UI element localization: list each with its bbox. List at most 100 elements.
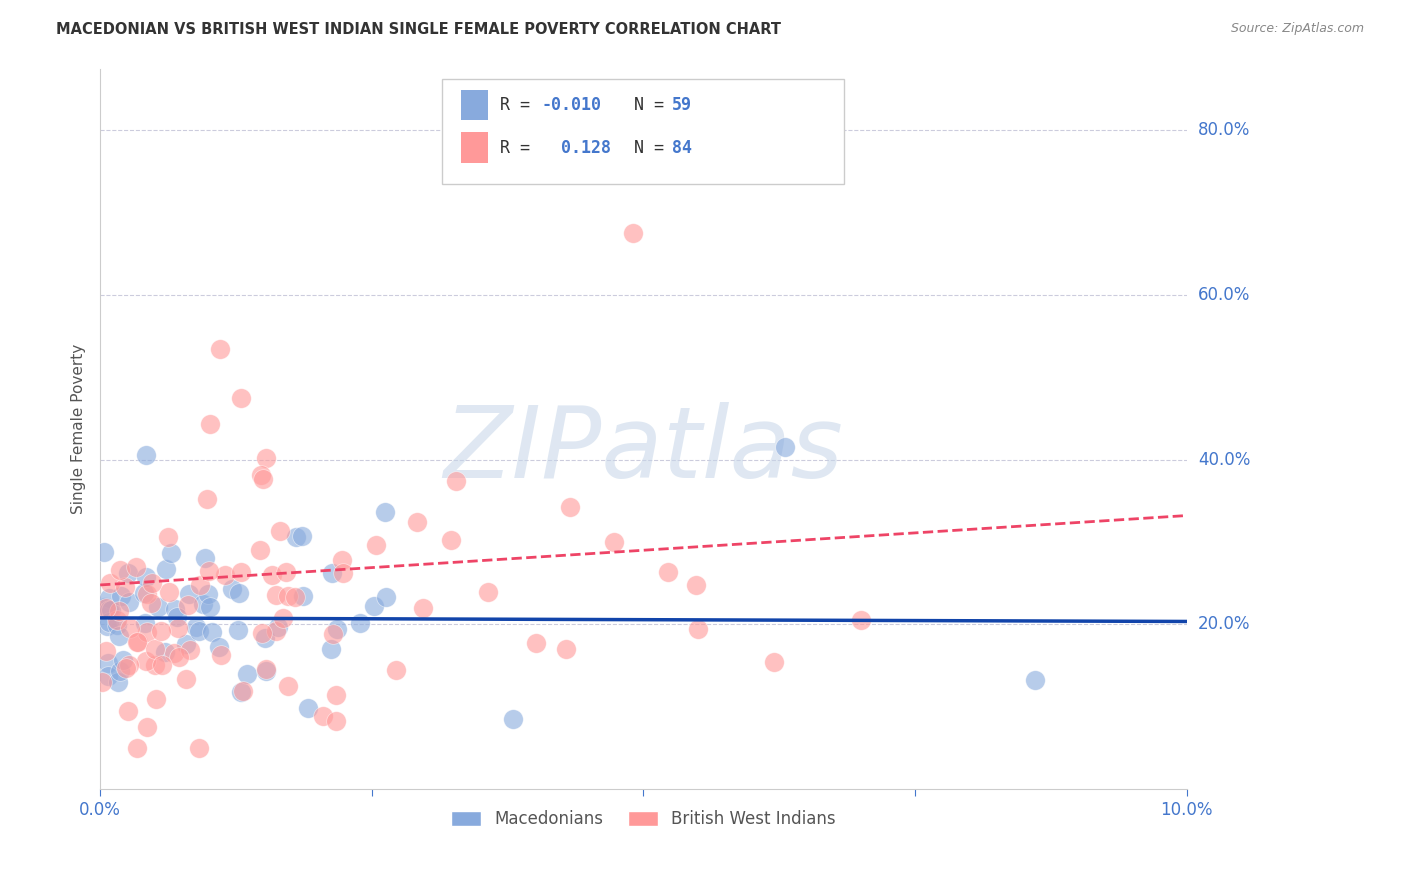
Point [322,626,344,640]
Point [332,566,354,580]
Point [277,589,299,603]
Point [94,644,117,658]
Point [98,615,121,629]
Point [330,553,353,567]
Point [321,566,343,580]
Text: N =: N = [614,138,673,157]
Point [110,589,132,603]
Point [111,653,134,667]
Point [236,667,259,681]
Point [135,587,157,601]
Point [187,624,209,638]
Point [146,600,169,615]
Point [291,589,314,603]
Legend: Macedonians, British West Indians: Macedonians, British West Indians [444,804,842,835]
Point [221,582,243,596]
Point [135,448,157,462]
Point [179,642,201,657]
Point [232,684,254,698]
Point [197,587,219,601]
Point [174,637,197,651]
Point [266,620,288,634]
Point [250,467,273,482]
Point [762,655,785,669]
Point [208,640,231,655]
Point [120,621,142,635]
Point [107,675,129,690]
Point [200,417,222,432]
Point [155,561,177,575]
Point [363,599,385,613]
Point [252,472,274,486]
Point [114,661,136,675]
Text: 80.0%: 80.0% [1198,121,1250,139]
Text: 84: 84 [672,138,692,157]
Point [276,565,298,579]
Point [319,642,342,657]
Point [177,598,200,612]
Point [135,570,157,584]
Point [96,619,118,633]
Point [149,624,172,638]
Point [90,674,112,689]
Point [127,634,149,648]
Point [98,575,121,590]
Point [107,604,129,618]
Text: MACEDONIAN VS BRITISH WEST INDIAN SINGLE FEMALE POVERTY CORRELATION CHART: MACEDONIAN VS BRITISH WEST INDIAN SINGLE… [56,22,782,37]
Point [100,603,122,617]
Text: 59: 59 [672,95,692,114]
Point [166,610,188,624]
Point [96,656,118,670]
Point [226,624,249,638]
Point [254,450,277,465]
Text: 40.0%: 40.0% [1198,450,1250,469]
Point [118,657,141,672]
Point [297,701,319,715]
Point [110,664,132,678]
Point [555,642,578,657]
Point [166,622,188,636]
Point [201,624,224,639]
Point [325,714,347,728]
Point [477,585,499,599]
Point [385,663,408,677]
Point [118,595,141,609]
Point [143,641,166,656]
Point [524,636,547,650]
Text: ZIPatlas: ZIPatlas [443,402,844,499]
Point [105,617,128,632]
Point [228,585,250,599]
Point [191,597,214,611]
Point [159,546,181,560]
Point [163,646,186,660]
Point [98,603,121,617]
Point [325,688,347,702]
Point [685,578,707,592]
Point [374,505,396,519]
Point [174,673,197,687]
Point [134,615,156,630]
Text: Source: ZipAtlas.com: Source: ZipAtlas.com [1230,22,1364,36]
Point [502,712,524,726]
Point [177,587,200,601]
Text: N =: N = [614,95,673,114]
Point [167,649,190,664]
Point [231,391,253,405]
Point [209,648,232,662]
Point [125,560,148,574]
Point [412,601,434,615]
Point [249,543,271,558]
Point [621,226,644,240]
Point [97,669,120,683]
Point [284,590,307,604]
Point [773,441,796,455]
Point [127,741,149,756]
Point [349,615,371,630]
Point [105,613,128,627]
Point [156,530,179,544]
Point [229,565,252,579]
Point [686,622,709,636]
Point [271,611,294,625]
Text: R =: R = [501,95,540,114]
Point [291,529,314,543]
